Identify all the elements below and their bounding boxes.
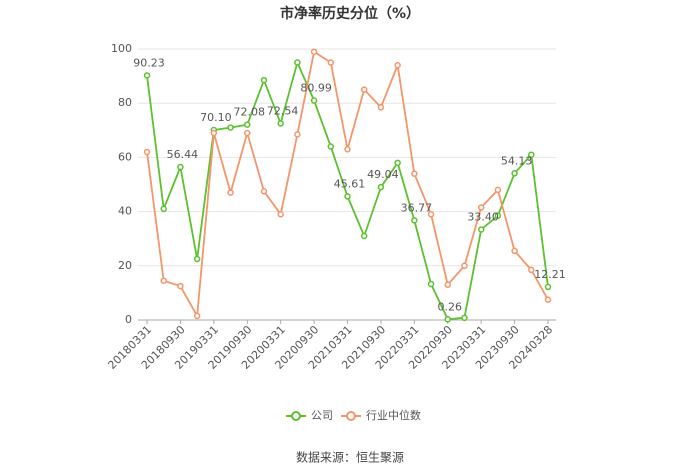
point (344, 193, 351, 200)
point (210, 129, 218, 137)
point (227, 189, 234, 196)
legend-label: 行业中位数 (366, 408, 421, 422)
data-label: 72.54 (267, 104, 299, 117)
point (511, 170, 518, 177)
data-label: 45.61 (334, 177, 366, 190)
point (544, 296, 552, 303)
point (377, 183, 385, 191)
point (277, 211, 284, 218)
point (528, 266, 535, 274)
data-label: 80.99 (300, 82, 332, 95)
point (394, 159, 401, 167)
point (444, 316, 451, 323)
point (160, 205, 167, 213)
point (160, 277, 167, 284)
data-label: 54.13 (501, 154, 533, 167)
point (244, 129, 251, 137)
point (511, 247, 518, 255)
point (244, 121, 251, 128)
data-label: 33.40 (467, 210, 499, 223)
point (310, 97, 318, 104)
data-label: 56.44 (167, 148, 199, 161)
point (143, 72, 151, 79)
point (193, 312, 201, 320)
point (294, 131, 301, 138)
point (528, 151, 535, 158)
point (294, 59, 301, 66)
point (143, 148, 151, 156)
point (177, 282, 184, 290)
y-tick-label: 0 (125, 313, 132, 326)
data-label: 70.10 (200, 111, 232, 124)
legend-marker (346, 411, 356, 421)
point (494, 212, 502, 219)
point (427, 211, 435, 218)
point (427, 280, 435, 288)
point (444, 281, 451, 289)
point (394, 62, 401, 69)
source: 数据来源：恒生聚源 (296, 450, 404, 465)
y-tick-label: 60 (118, 150, 132, 163)
point (193, 255, 201, 263)
series-line (146, 59, 549, 321)
point (260, 188, 268, 195)
y-tick-label: 80 (118, 96, 132, 109)
point (544, 283, 552, 291)
point (344, 146, 351, 153)
data-label: 12.21 (534, 268, 566, 281)
point (327, 59, 335, 66)
point (360, 86, 368, 93)
legend-label: 公司 (311, 409, 333, 422)
point (411, 170, 418, 177)
point (177, 163, 184, 171)
y-tick-label: 100 (111, 42, 132, 55)
point (377, 104, 385, 111)
chart-title: 市净率历史分位（%） (280, 5, 420, 22)
y-tick-label: 40 (118, 205, 132, 218)
data-label: 36.77 (401, 201, 433, 214)
point (477, 226, 485, 233)
data-label: 0.26 (438, 300, 463, 313)
point (494, 186, 502, 194)
point (277, 120, 284, 127)
legend-marker (291, 411, 301, 421)
data-label: 90.23 (133, 56, 165, 69)
data-label: 49.04 (367, 168, 399, 181)
point (310, 48, 318, 55)
point (360, 232, 368, 240)
y-tick-label: 20 (118, 259, 132, 272)
point (461, 262, 468, 270)
point (260, 76, 268, 84)
point (411, 217, 418, 224)
data-label: 72.08 (234, 106, 266, 119)
point (461, 314, 468, 322)
point (477, 204, 485, 211)
point (327, 143, 335, 150)
point (227, 124, 234, 131)
